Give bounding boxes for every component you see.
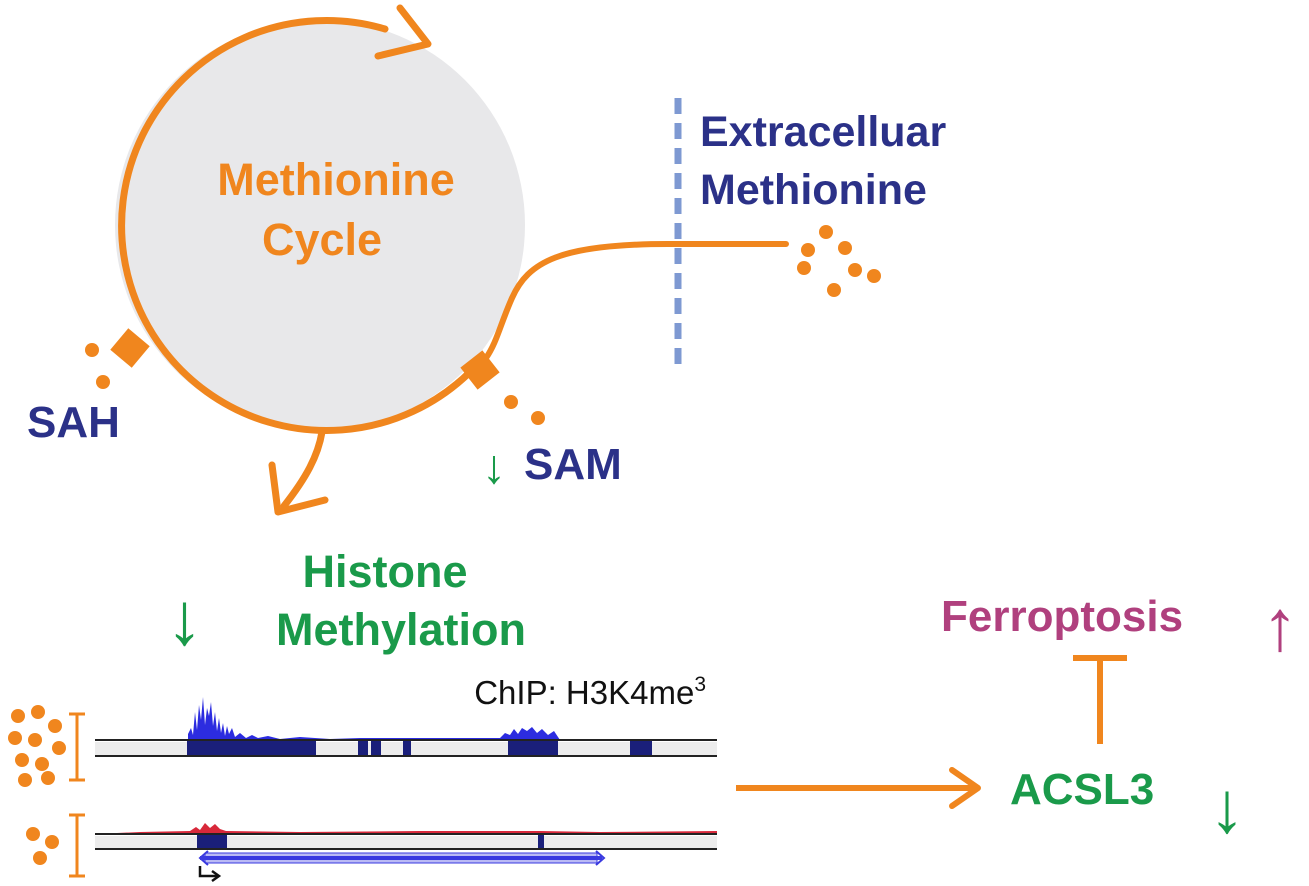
condition-dot [8,731,22,745]
track1-exon [187,741,316,755]
sam-dot [504,395,518,409]
gene-model-right-cap [595,850,606,866]
acsl3-down-arrow: ↓ [1209,768,1245,848]
track2-exon [538,835,544,848]
methionine-dot [838,241,852,255]
sam-dot [531,411,545,425]
sam-dots [504,395,545,425]
gene-model-box [204,852,598,864]
condition-dot [18,773,32,787]
sah-dots [85,343,110,389]
high-methionine-dots [8,705,66,787]
cycle-outlet-arrowhead [268,461,329,516]
histone-label-line1: Histone [302,546,467,597]
track2-exon [197,835,227,848]
low-methionine-dots [26,827,59,865]
track1-exon [358,741,368,755]
sam-label: SAM [524,440,622,489]
track1-exon [371,741,381,755]
acsl3-label: ACSL3 [1010,765,1154,814]
condition-dot [26,827,40,841]
methionine-dot [797,261,811,275]
gene-model-left-cap [198,850,209,866]
condition-dot [11,709,25,723]
cycle-outlet-arc [280,428,326,510]
sam-enzyme-block [460,350,500,390]
extracellular-methionine-dots [797,225,881,297]
cycle-label-line1: Methionine [217,154,454,205]
sam-down-arrow: ↓ [482,441,506,494]
condition-dot [41,771,55,785]
tracks-to-acsl3-arrowhead [949,767,981,809]
condition-dot [52,741,66,755]
ferroptosis-label: Ferroptosis [941,592,1183,641]
methionine-uptake-path [483,241,789,361]
high-methionine-bracket [69,712,85,782]
sah-label: SAH [27,398,120,447]
methionine-cycle-ring [118,17,474,434]
methionine-dot [848,263,862,277]
chip-label: ChIP: H3K4me3 [474,673,706,711]
methionine-dot [801,243,815,257]
methionine-dot [827,283,841,297]
cycle-label-line2: Cycle [262,214,382,265]
tss-arrow [198,866,218,878]
low-methionine-bracket [69,813,85,878]
condition-dot [31,705,45,719]
condition-dot [15,753,29,767]
ferroptosis-up-arrow: ↑ [1262,586,1298,666]
track1-signal-peaks [188,697,560,740]
condition-dot [33,851,47,865]
track1-exon [403,741,411,755]
track2-signal-peaks [95,823,717,834]
sah-enzyme-block [110,328,150,368]
tss-arrowhead [211,869,222,883]
condition-dot [45,835,59,849]
track2-gene-band [95,836,717,848]
cycle-top-arrowhead [374,4,432,60]
track1-exon [508,741,558,755]
extracellular-label-line1: Extracelluar [700,108,946,156]
histone-down-arrow: ↓ [166,577,203,660]
condition-dot [35,757,49,771]
histone-label-line2: Methylation [276,604,526,655]
methionine-cycle-circle [115,20,525,430]
sah-dot [96,375,110,389]
methionine-dot [819,225,833,239]
sah-dot [85,343,99,357]
chip-track-high-methionine [95,697,717,757]
extracellular-label-line2: Methionine [700,166,927,214]
methionine-dot [867,269,881,283]
track1-exon [630,741,652,755]
condition-dot [28,733,42,747]
condition-dot [48,719,62,733]
chip-track-low-methionine [95,823,717,883]
